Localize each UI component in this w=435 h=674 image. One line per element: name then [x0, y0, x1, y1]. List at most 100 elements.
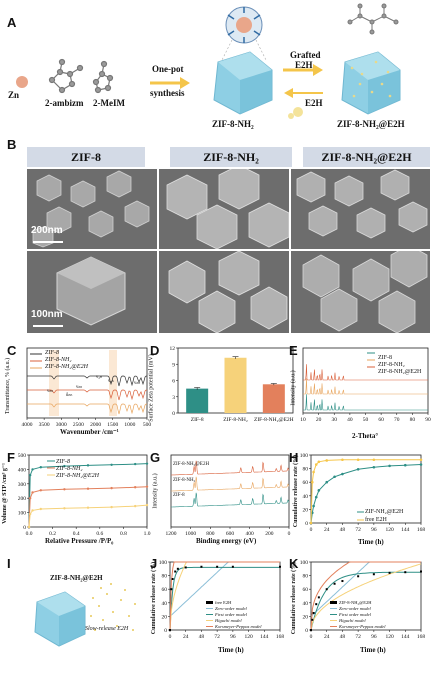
ftir-annot-4: ν₂ₙ	[96, 375, 102, 380]
bet-line-2	[28, 504, 148, 528]
release-k-legend-text: ZIF-8-NH₂@E2H	[339, 600, 372, 605]
release-j-legend-text: Higuchi model	[215, 618, 242, 623]
xrd-xtick-label: 10	[300, 417, 306, 423]
ftir-annot-2: δₙₕ	[66, 393, 73, 398]
label-zn: Zn	[8, 90, 20, 100]
panel-i-title: ZIF-8-NH₂@E2H	[50, 574, 103, 582]
svgK-model-2	[310, 563, 422, 631]
svgJ-xtick-label: 0	[169, 634, 172, 640]
release-j-legend-item: Zero-order model	[206, 606, 247, 611]
svgK-ytick-label: 20	[303, 614, 309, 620]
svgH-ytick-label: 80	[303, 467, 309, 473]
svgK-model-1	[310, 571, 421, 631]
scale-bar-200nm: 200nm	[31, 225, 63, 236]
svgK-xtick-label: 24	[324, 634, 330, 640]
svgH-xtick-label: 144	[401, 527, 410, 533]
bet-ylabel: Volume @ STP /cm³ g⁻¹	[1, 463, 8, 524]
zeta-bar-2	[262, 384, 285, 413]
svgH-xtick-label: 48	[340, 527, 346, 533]
meim-molecule-icon	[92, 60, 114, 94]
xps-legend-1: ZIF-8-NH₂@E2H	[173, 462, 210, 467]
sem-header-zif8-nh2: ZIF-8-NH₂	[170, 147, 292, 167]
svgK-xtick-label: 168	[417, 634, 426, 640]
bet-ytick-label: 300	[18, 482, 27, 488]
svgK-ytick-label: 100	[300, 560, 309, 566]
svgH-xtick-label: 96	[371, 527, 377, 533]
label-onepot-2: synthesis	[150, 88, 185, 98]
svgH-xtick-label: 120	[385, 527, 394, 533]
release-j-legend-text: free E2H	[215, 600, 232, 605]
ftir-annot-6: νₙₕ	[134, 381, 141, 386]
sem-image-zif8-nh2-high	[159, 251, 289, 333]
sem-header-zif8-nh2-e2h: ZIF-8-NH₂@E2H	[303, 147, 430, 167]
xps-xtick-label: 800	[206, 531, 215, 537]
release-chart-k: 0 20 40 60 80 100 0 24 48 72 96 120 144 168	[300, 560, 426, 640]
ftir-xtick-label: 3500	[39, 422, 50, 428]
mof-core-icon	[236, 17, 252, 33]
svgH-xtick-label: 0	[310, 527, 313, 533]
plot-frame	[28, 454, 148, 528]
svgJ-xtick-label: 48	[199, 634, 205, 640]
svgJ-ytick-label: 40	[162, 601, 168, 607]
bet-ytick-label: 200	[18, 496, 27, 502]
svgK-point-0	[372, 573, 375, 576]
release-j-legend-swatch	[206, 614, 213, 616]
zeta-ytick-label: 3	[172, 395, 175, 401]
svgJ-point-0	[200, 565, 203, 568]
panel-label-d: D	[150, 343, 160, 358]
release-j-legend-item: Korsmeyer-Peppas model	[206, 624, 262, 629]
release-k-legend-text: First order model	[339, 612, 371, 617]
svgK-xtick-label: 120	[385, 634, 394, 640]
label-ambizm: 2-ambizm	[45, 98, 84, 108]
bet-ytick-label: 500	[18, 453, 27, 459]
panel-label-a: A	[7, 15, 17, 30]
xrd-xtick-label: 20	[316, 417, 322, 423]
bet-legend-zif8-nh2: ZIF-8-NH₂	[56, 466, 83, 472]
release-j-legend-text: First order model	[215, 612, 247, 617]
ftir-xtick-label: 4000	[22, 422, 33, 428]
bet-xtick-label: 1.0	[144, 531, 151, 537]
release-j-legend-text: Korsmeyer-Peppas model	[215, 624, 262, 629]
release-j-xlabel: Time (h)	[218, 646, 244, 654]
svgH-ytick-label: 60	[303, 480, 309, 486]
release-j-legend-item: Higuchi model	[206, 618, 242, 623]
svgH-ytick-label: 20	[303, 507, 309, 513]
inset-connector	[221, 39, 233, 61]
ftir-legend-zif8: ZIF-8	[45, 350, 59, 356]
plot-frame	[26, 347, 148, 419]
release-k-legend-swatch	[330, 601, 337, 605]
release-j-ylabel: Cumulative release rate (%)	[151, 561, 158, 635]
zif8-nh2-crystal-icon	[213, 51, 273, 115]
zeta-category-label: ZIF-8-NH₂	[223, 417, 248, 423]
svgK-ytick-label: 0	[305, 628, 308, 634]
xps-xtick-label: 400	[246, 531, 255, 537]
ftir-series-2	[27, 403, 148, 415]
xps-xtick-label: 0	[288, 531, 291, 537]
ftir-series-0	[27, 375, 148, 387]
svgJ-model-3	[169, 561, 280, 631]
ftir-xtick-label: 2500	[73, 422, 84, 428]
release-k-legend-item: First order model	[330, 612, 371, 617]
ftir-band-cn	[109, 350, 117, 416]
svgJ-point-0	[174, 570, 177, 573]
xrd-xtick-label: 50	[363, 417, 369, 423]
zeta-chart: 0 3 6 9 12 ZIF-8 ZIF-8-NH₂ ZIF-8-NH₂@E2H	[170, 346, 294, 423]
release-k-legend-item: Korsmeyer-Peppas model	[330, 624, 386, 629]
svgH-ytick-label: 0	[305, 521, 308, 527]
xps-xtick-label: 1200	[166, 531, 177, 537]
bet-ytick-label: 400	[18, 467, 27, 473]
svgK-model-3	[310, 561, 421, 631]
xrd-xtick-label: 80	[410, 417, 416, 423]
xrd-series-1	[303, 378, 428, 395]
label-grafted-1: Grafted	[290, 50, 321, 60]
ftir-chart: 4000 3500 3000 2500 2000 1500 1000 500	[22, 347, 151, 428]
svgK-point-0	[325, 588, 328, 591]
release-h-legend-2: free E2H	[365, 517, 387, 523]
label-product-1: ZIF-8-NH₂	[212, 119, 254, 129]
release-j-legend-item: First order model	[206, 612, 247, 617]
e2h-molecule-icon	[293, 107, 303, 117]
release-k-xlabel: Time (h)	[360, 646, 386, 654]
xrd-legend-zif8-nh2-e2h: ZIF-8-NH₂@E2H	[378, 369, 422, 375]
panel-a-scheme: Zn 2-ambizm 2-MeIM One-pot synthesis Gra…	[0, 0, 435, 135]
release-k-legend-swatch	[330, 620, 337, 622]
